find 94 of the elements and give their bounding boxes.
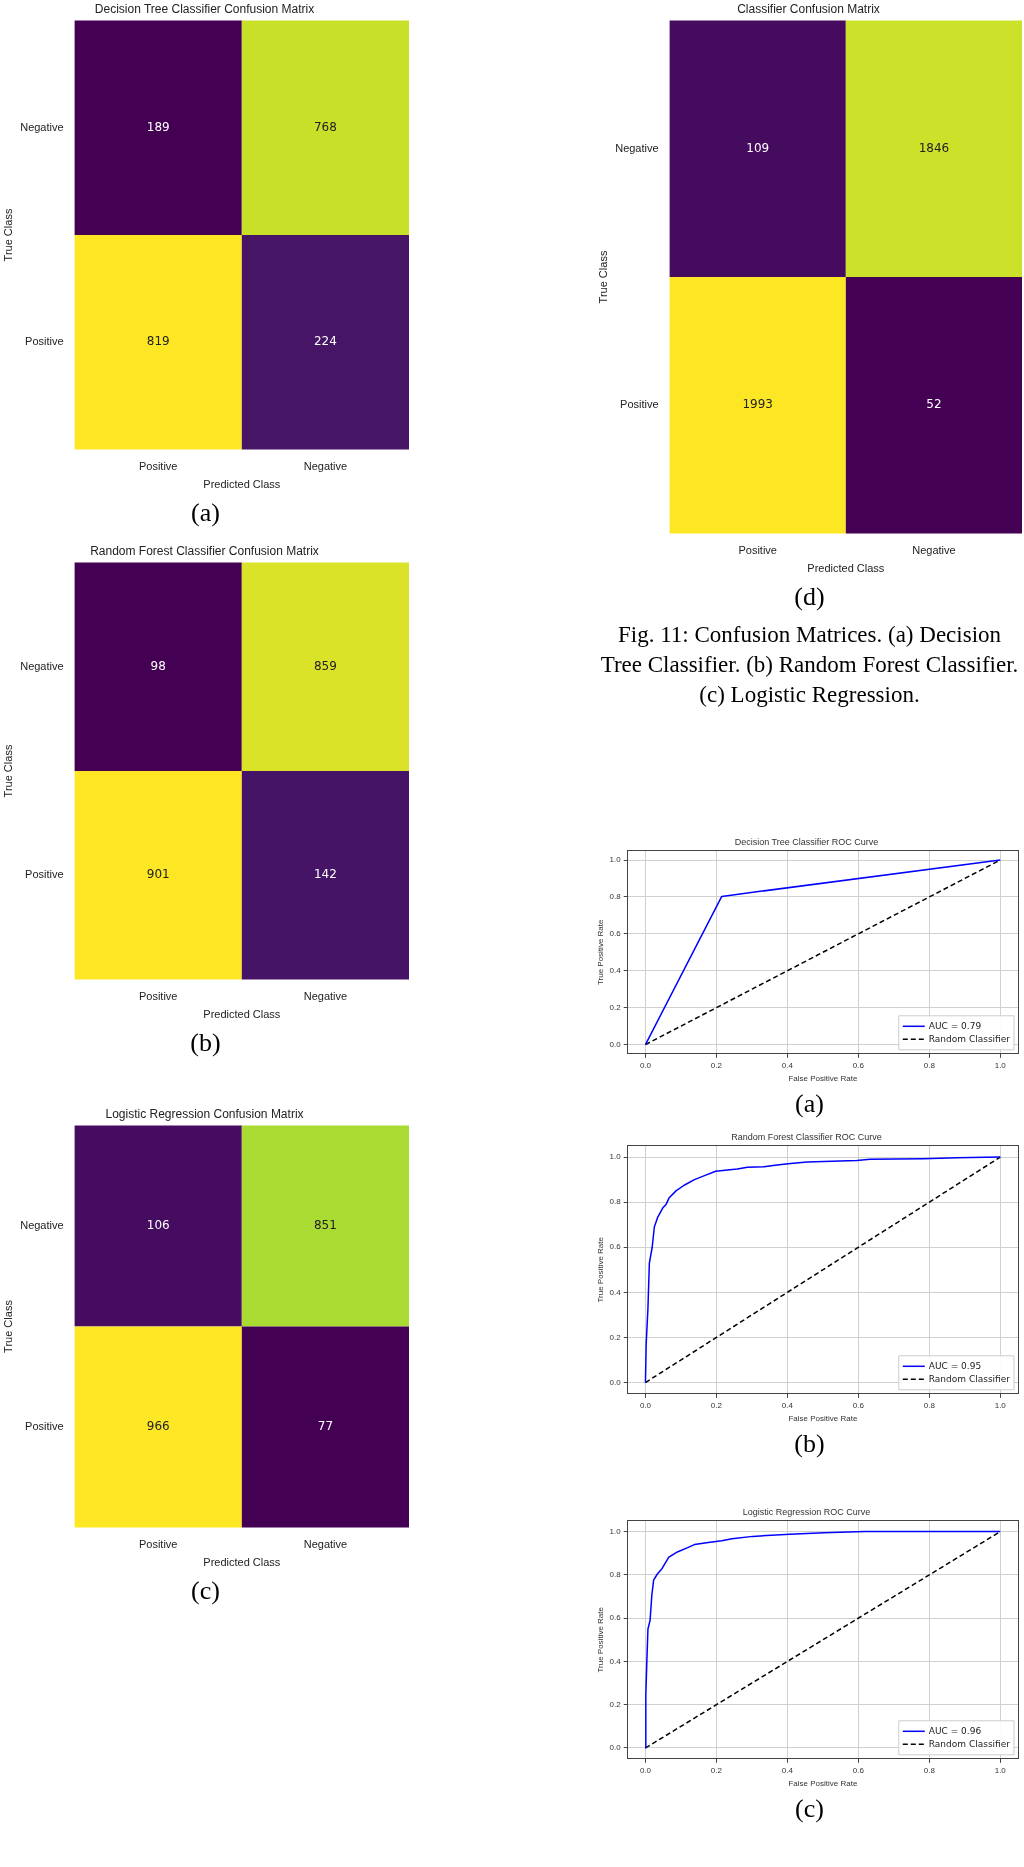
text: (b): [794, 1429, 825, 1459]
x-tick-label: 0.2: [710, 1400, 723, 1410]
y-tick-label: 0.8: [609, 1570, 622, 1580]
text: (c): [191, 1576, 220, 1606]
legend-label: Random Classifier: [928, 1033, 1011, 1044]
legend-label: AUC = 0.96: [928, 1725, 982, 1736]
data-label: 224: [313, 334, 337, 349]
x-axis-title: Predicted Class: [203, 1556, 281, 1569]
x-tick-label: 1.0: [994, 1765, 1007, 1775]
y-tick-label: 0.8: [609, 1197, 622, 1207]
x-axis-title: False Positive Rate: [788, 1414, 858, 1424]
y-tick-label: Positive: [25, 868, 64, 881]
x-tick-label: 0.4: [781, 1060, 794, 1070]
y-axis-title: True Positive Rate: [596, 919, 605, 986]
chart-title: Random Forest Classifier ROC Curve: [731, 1131, 882, 1142]
data-label: 901: [146, 867, 170, 882]
x-tick-label: 0.0: [639, 1060, 652, 1070]
y-axis-title: True Class: [1, 1299, 14, 1353]
data-label: 189: [146, 119, 170, 134]
x-tick-label: 0.2: [710, 1765, 723, 1775]
chart-title: Random Forest Classifier Confusion Matrix: [90, 543, 319, 558]
y-tick-label: 0.0: [609, 1743, 622, 1753]
x-axis-title: False Positive Rate: [788, 1074, 858, 1084]
chart-title: Decision Tree Classifier ROC Curve: [734, 836, 879, 847]
y-tick-label: Negative: [20, 659, 64, 672]
x-tick-label: 0.0: [639, 1400, 652, 1410]
text: (a): [191, 498, 220, 528]
x-tick-label: 0.6: [852, 1060, 865, 1070]
x-tick-label: 0.8: [923, 1060, 936, 1070]
y-axis-title: True Class: [1, 744, 14, 798]
text: (a): [795, 1089, 824, 1119]
y-tick-label: 0.6: [609, 929, 622, 939]
y-tick-label: 0.2: [609, 1699, 622, 1709]
data-label: 1846: [918, 140, 950, 155]
y-tick-label: 0.2: [609, 1002, 622, 1012]
y-tick-label: 0.4: [609, 1287, 622, 1297]
data-label: 98: [150, 658, 166, 673]
text: (c): [795, 1794, 824, 1824]
y-axis-title: True Positive Rate: [596, 1236, 605, 1303]
data-label: 966: [146, 1419, 170, 1434]
data-label: 859: [313, 658, 337, 673]
legend-label: AUC = 0.79: [928, 1020, 982, 1031]
legend-label: Random Classifier: [928, 1738, 1011, 1749]
data-label: 52: [926, 397, 942, 412]
x-tick-label: 0.0: [639, 1765, 652, 1775]
text: (d): [794, 582, 825, 612]
x-tick-label: 1.0: [994, 1060, 1007, 1070]
y-tick-label: 0.0: [609, 1377, 622, 1387]
y-tick-label: 0.8: [609, 892, 622, 902]
legend-label: Random Classifier: [928, 1373, 1011, 1384]
y-tick-label: 1.0: [609, 1526, 622, 1536]
y-tick-label: 0.0: [609, 1039, 622, 1049]
legend-label: AUC = 0.95: [928, 1360, 982, 1371]
chart-title: Logistic Regression ROC Curve: [742, 1506, 871, 1517]
x-tick-label: 0.2: [710, 1060, 723, 1070]
y-axis-title: True Positive Rate: [596, 1606, 605, 1673]
y-tick-label: Negative: [615, 141, 659, 154]
chart-title: Logistic Regression Confusion Matrix: [105, 1106, 304, 1121]
y-axis-title: True Class: [1, 208, 14, 262]
x-axis-title: Predicted Class: [807, 562, 885, 575]
y-tick-label: Negative: [20, 1218, 64, 1231]
y-axis-title: True Class: [596, 250, 609, 304]
chart-title: Decision Tree Classifier Confusion Matrix: [94, 1, 315, 16]
y-tick-label: 0.4: [609, 1656, 622, 1666]
x-axis-title: Predicted Class: [203, 1008, 281, 1021]
y-tick-label: 1.0: [609, 1152, 622, 1162]
y-tick-label: 0.2: [609, 1332, 622, 1342]
text: (b): [190, 1028, 221, 1058]
x-axis-title: Predicted Class: [203, 478, 281, 491]
x-tick-label: 0.8: [923, 1400, 936, 1410]
x-axis-title: False Positive Rate: [788, 1779, 858, 1789]
y-tick-label: Positive: [25, 335, 64, 348]
y-tick-label: Negative: [20, 120, 64, 133]
y-tick-label: 0.6: [609, 1613, 622, 1623]
x-tick-label: 0.8: [923, 1765, 936, 1775]
data-label: 768: [313, 119, 337, 134]
x-tick-label: 0.6: [852, 1765, 865, 1775]
data-label: 819: [146, 334, 170, 349]
y-tick-label: 1.0: [609, 855, 622, 865]
data-label: 1993: [742, 397, 773, 412]
y-tick-label: 0.4: [609, 965, 622, 975]
y-tick-label: 0.6: [609, 1242, 622, 1252]
caption: Fig. 11: Confusion Matrices. (a) Decision Tree Classifier. (b) Random Forest Classifier. (c) Logistic Regression.: [599, 621, 1020, 709]
data-label: 106: [146, 1218, 170, 1233]
x-tick-label: 0.4: [781, 1400, 794, 1410]
y-tick-label: Positive: [25, 1420, 64, 1433]
chart-title: Classifier Confusion Matrix: [737, 1, 880, 16]
x-tick-label: 0.4: [781, 1765, 794, 1775]
x-tick-label: 0.6: [852, 1400, 865, 1410]
data-label: 851: [313, 1218, 337, 1233]
x-tick-label: 1.0: [994, 1400, 1007, 1410]
data-label: 109: [746, 140, 770, 155]
data-label: 142: [313, 867, 337, 882]
data-label: 77: [317, 1419, 334, 1434]
